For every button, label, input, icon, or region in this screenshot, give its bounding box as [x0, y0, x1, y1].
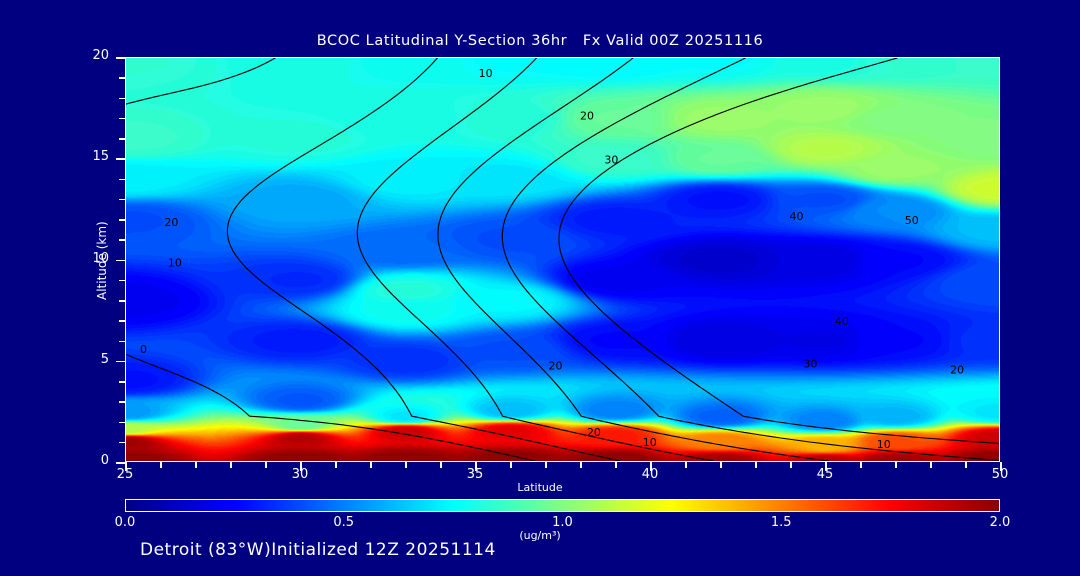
x-tick-mark: [370, 462, 372, 468]
y-tick-mark: [119, 97, 125, 99]
y-tick-mark: [119, 300, 125, 302]
y-tick-mark: [119, 421, 125, 423]
x-tick-mark: [895, 462, 897, 468]
x-tick-mark: [860, 462, 862, 468]
colorbar-tick-label: 1.5: [770, 515, 792, 530]
x-tick-mark: [965, 462, 967, 468]
x-axis-label: Latitude: [517, 481, 563, 494]
figure-caption: Detroit (83°W)Initialized 12Z 20251114: [140, 540, 496, 560]
colorbar-tick-label: 2.0: [989, 515, 1011, 530]
x-tick-mark: [195, 462, 197, 468]
y-tick-label: 0: [100, 453, 109, 468]
x-tick-label: 40: [641, 467, 659, 482]
colorbar[interactable]: [125, 499, 1000, 512]
x-tick-mark: [440, 462, 442, 468]
x-tick-label: 35: [466, 467, 484, 482]
y-tick-mark: [116, 259, 125, 261]
x-tick-mark: [580, 462, 582, 468]
x-tick-mark: [650, 462, 652, 471]
colorbar-units: (ug/m³): [519, 529, 561, 542]
x-tick-mark: [405, 462, 407, 468]
y-tick-mark: [116, 158, 125, 160]
y-tick-mark: [116, 462, 125, 464]
colorbar-tick-label: 0.5: [333, 515, 355, 530]
x-tick-mark: [615, 462, 617, 468]
x-tick-mark: [475, 462, 477, 471]
figure-title: BCOC Latitudinal Y-Section 36hr Fx Valid…: [316, 33, 764, 49]
aerosol-heatmap: [126, 58, 999, 461]
y-tick-label: 10: [92, 250, 109, 266]
x-tick-mark: [755, 462, 757, 468]
x-tick-mark: [230, 462, 232, 468]
x-tick-mark: [160, 462, 162, 468]
y-tick-label: 15: [92, 149, 109, 165]
colorbar-gradient: [126, 500, 999, 511]
y-tick-mark: [119, 340, 125, 342]
x-tick-label: 30: [291, 467, 309, 482]
y-tick-mark: [119, 239, 125, 241]
y-tick-mark: [119, 401, 125, 403]
y-tick-mark: [119, 279, 125, 282]
x-tick-mark: [510, 462, 512, 468]
y-tick-mark: [119, 198, 125, 201]
y-tick-mark: [119, 441, 125, 444]
x-tick-mark: [685, 462, 687, 468]
y-tick-mark: [116, 57, 125, 59]
y-tick-mark: [119, 320, 125, 322]
x-tick-mark: [125, 462, 127, 471]
x-tick-mark: [720, 462, 722, 468]
x-tick-mark: [545, 462, 547, 468]
x-tick-mark: [265, 462, 267, 468]
x-tick-mark: [790, 462, 792, 468]
x-tick-mark: [300, 462, 302, 471]
x-tick-mark: [335, 462, 337, 468]
y-tick-mark: [119, 381, 125, 383]
y-tick-mark: [119, 219, 125, 221]
x-tick-mark: [825, 462, 827, 471]
y-tick-mark: [119, 138, 125, 140]
y-tick-mark: [119, 77, 125, 79]
x-tick-label: 25: [116, 467, 134, 482]
cross-section-plot[interactable]: 10 20 30 20 10 0 20 40 50 40 30 20 10 20 10: [125, 57, 1000, 462]
x-tick-mark: [930, 462, 932, 468]
x-tick-label: 45: [816, 467, 834, 482]
x-tick-mark: [1000, 462, 1002, 471]
colorbar-tick-label: 1.0: [552, 515, 573, 530]
y-tick-mark: [116, 360, 125, 363]
y-tick-label: 20: [92, 48, 109, 63]
x-tick-label: 50: [991, 467, 1009, 482]
y-tick-label: 5: [100, 351, 109, 367]
y-tick-mark: [119, 178, 125, 180]
colorbar-tick-label: 0.0: [114, 515, 136, 530]
y-tick-mark: [119, 117, 125, 120]
